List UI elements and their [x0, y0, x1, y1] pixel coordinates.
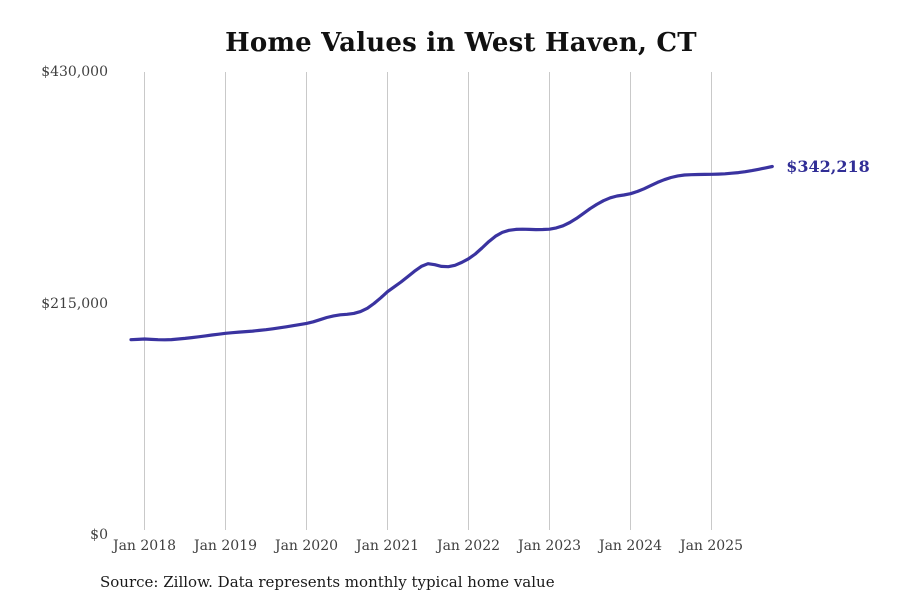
x-tick-label: Jan 2019 — [193, 538, 258, 554]
x-tick-label: Jan 2020 — [274, 538, 339, 554]
home-value-line — [129, 164, 774, 342]
source-note: Source: Zillow. Data represents monthly … — [100, 573, 555, 591]
x-tick-label: Jan 2021 — [355, 538, 420, 554]
x-tick-label: Jan 2018 — [112, 538, 177, 554]
x-tick-label: Jan 2025 — [679, 538, 744, 554]
x-tick-label: Jan 2024 — [598, 538, 663, 554]
y-tick-label: $0 — [90, 527, 108, 543]
latest-value-label: $342,218 — [786, 156, 870, 176]
x-tick-label: Jan 2022 — [436, 538, 501, 554]
y-tick-label: $215,000 — [41, 295, 108, 312]
chart-title: Home Values in West Haven, CT — [225, 28, 697, 58]
y-tick-label: $430,000 — [41, 64, 108, 80]
x-tick-label: Jan 2023 — [517, 538, 582, 554]
